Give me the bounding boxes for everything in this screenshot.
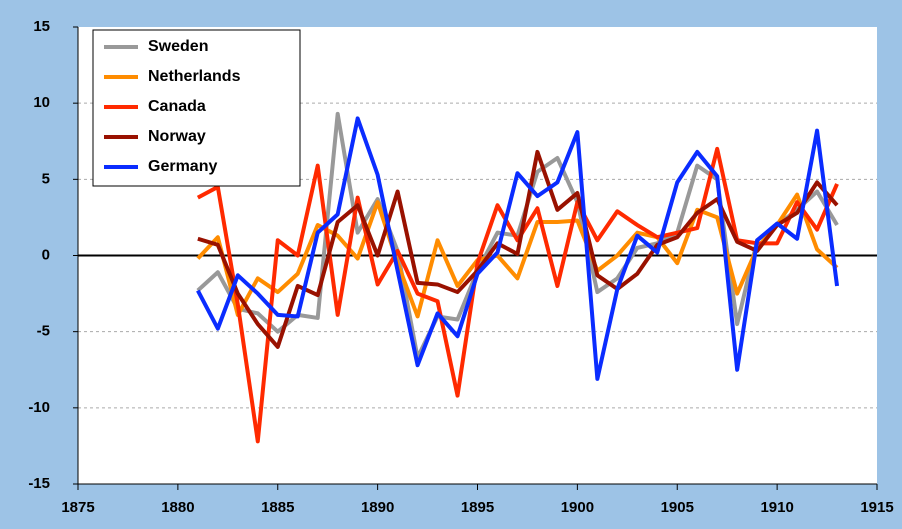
x-tick-label: 1885 [261,499,294,516]
legend-label: Netherlands [148,68,241,85]
legend-label: Canada [148,98,206,115]
legend: Sweden Netherlands Canada Norway Germany [92,29,301,187]
legend-label: Germany [148,158,217,175]
series-line [196,146,839,444]
y-tick-label: -10 [28,399,50,416]
x-tick-label: 1875 [61,499,94,516]
x-tick-label: 1880 [161,499,194,516]
x-tick-label: 1915 [860,499,893,516]
y-tick-label: -15 [28,475,50,492]
x-tick-label: 1905 [661,499,694,516]
legend-label: Norway [148,128,206,145]
y-tick-label: 5 [42,170,50,187]
y-tick-label: 0 [42,246,50,263]
x-tick-label: 1900 [561,499,594,516]
y-tick-label: -5 [37,323,50,340]
y-tick-label: 15 [33,18,50,35]
series-line [196,192,839,319]
x-tick-label: 1910 [760,499,793,516]
x-tick-label: 1890 [361,499,394,516]
legend-label: Sweden [148,38,208,55]
y-tick-label: 10 [33,94,50,111]
x-tick-label: 1895 [461,499,494,516]
series-line [196,116,840,381]
